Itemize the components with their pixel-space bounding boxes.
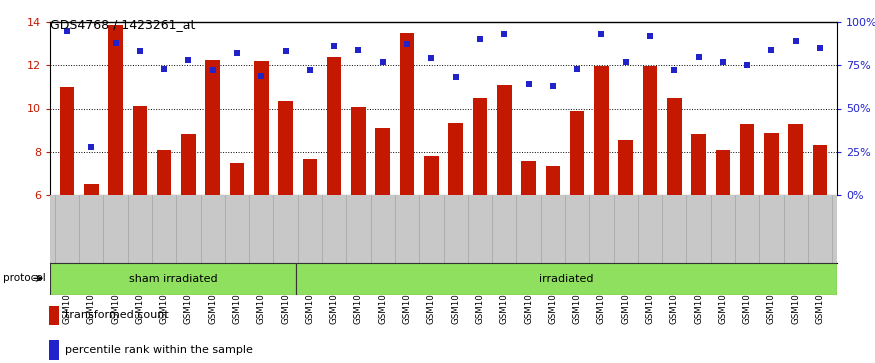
Bar (60, 87, 74, 195)
Bar (49, 306, 60, 325)
Point (643, 33, 657, 39)
Bar (448, 123, 463, 195)
Bar (813, 145, 827, 195)
Bar (327, 57, 341, 195)
Point (400, 42, 414, 48)
Point (352, 47, 366, 53)
Point (158, 66, 172, 72)
Point (691, 54, 705, 60)
Point (181, 57, 195, 63)
Text: irradiated: irradiated (539, 274, 594, 284)
Bar (230, 163, 244, 195)
Text: transformed count: transformed count (65, 310, 168, 321)
Bar (108, 25, 123, 195)
Point (570, 66, 584, 72)
Bar (303, 159, 318, 195)
Point (619, 59, 633, 65)
Bar (740, 124, 754, 195)
Point (522, 81, 536, 87)
Point (327, 43, 341, 49)
Text: sham irradiated: sham irradiated (129, 274, 217, 284)
Bar (133, 106, 147, 195)
Bar (400, 33, 415, 195)
Bar (497, 85, 512, 195)
Bar (788, 124, 803, 195)
Bar (545, 166, 560, 195)
Point (788, 38, 802, 44)
Text: percentile rank within the sample: percentile rank within the sample (65, 345, 252, 355)
Point (546, 83, 560, 89)
Bar (716, 150, 730, 195)
Point (449, 74, 463, 80)
Point (108, 40, 123, 46)
Bar (254, 61, 269, 195)
Bar (278, 101, 293, 195)
Bar (84, 184, 99, 195)
Bar (351, 107, 366, 195)
Bar (424, 156, 438, 195)
Bar (642, 66, 657, 195)
Bar (667, 98, 682, 195)
Point (375, 59, 389, 65)
Bar (375, 128, 390, 195)
Point (133, 49, 147, 54)
Point (765, 47, 779, 53)
Bar (296, 263, 837, 295)
Text: GDS4768 / 1423261_at: GDS4768 / 1423261_at (50, 18, 195, 31)
Point (594, 31, 608, 37)
Point (668, 68, 682, 73)
Point (60, 28, 74, 33)
Point (303, 68, 317, 73)
Point (740, 62, 754, 68)
Bar (49, 340, 60, 360)
Bar (181, 134, 196, 195)
Bar (522, 162, 536, 195)
Text: protocol: protocol (3, 273, 45, 284)
Bar (619, 140, 633, 195)
Point (813, 45, 827, 51)
Bar (691, 134, 706, 195)
Point (255, 73, 269, 78)
Point (424, 56, 438, 61)
Bar (157, 150, 172, 195)
Bar (473, 98, 487, 195)
Point (473, 36, 487, 42)
Bar (764, 133, 779, 195)
Bar (206, 60, 220, 195)
Point (84, 144, 98, 150)
Point (230, 50, 244, 56)
Point (206, 68, 220, 73)
Bar (570, 111, 584, 195)
Point (497, 31, 511, 37)
Bar (594, 66, 609, 195)
Point (716, 59, 730, 65)
Bar (50, 263, 296, 295)
Point (278, 49, 292, 54)
